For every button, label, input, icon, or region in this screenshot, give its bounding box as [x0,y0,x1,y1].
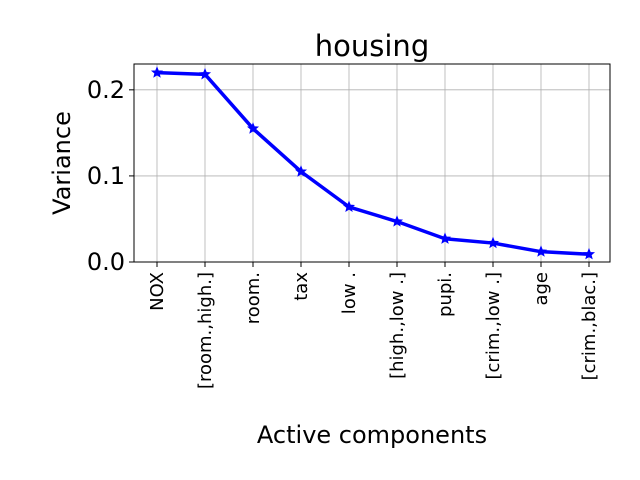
data-point-marker [150,66,164,78]
series-layer [150,66,596,260]
x-tick-label: [crim.,low .] [483,272,504,380]
y-axis-label: Variance [48,111,76,215]
y-tick-label: 0.1 [87,162,125,190]
data-point-marker [342,200,356,213]
x-tick-label: low . [339,272,360,314]
series-line [155,70,591,256]
x-axis-ticks: NOX [room.,high.] room. tax low . [high.,low … [147,262,600,389]
data-point-marker [438,232,452,244]
y-axis-ticks: 0.0 0.1 0.2 [87,76,134,276]
x-tick-label: age [531,272,552,306]
x-tick-label: tax [291,272,312,301]
chart-title: housing [315,29,429,63]
plot-frame [133,63,611,263]
x-axis-label: Active components [257,421,487,449]
data-point-marker [198,67,212,80]
grid [134,64,610,263]
y-tick-label: 0.2 [87,76,125,104]
x-tick-label: [crim.,blac.] [579,272,600,380]
plot-background [134,64,610,262]
data-point-marker [390,215,404,227]
x-tick-label: pupi. [435,272,456,317]
x-tick-label: [high.,low .] [387,272,408,379]
x-tick-label: room. [243,272,264,324]
x-tick-label: [room.,high.] [195,272,216,389]
y-tick-label: 0.0 [87,248,125,276]
data-point-marker [294,165,308,177]
data-point-marker [582,247,596,260]
x-tick-label: NOX [147,272,168,311]
data-point-marker [246,122,260,134]
data-point-marker [486,236,500,249]
data-point-marker [534,245,548,257]
